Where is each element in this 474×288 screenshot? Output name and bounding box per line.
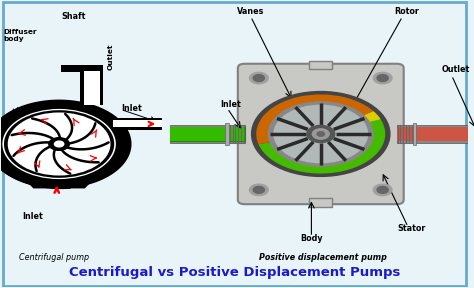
Circle shape <box>377 186 388 193</box>
Circle shape <box>55 141 64 147</box>
Bar <box>170 127 245 141</box>
Wedge shape <box>258 117 385 174</box>
Text: Positive displacement pump: Positive displacement pump <box>259 253 387 262</box>
Text: Centrifugal pump: Centrifugal pump <box>19 253 90 262</box>
Circle shape <box>253 186 264 193</box>
Text: Diffuser: Diffuser <box>108 126 114 159</box>
Bar <box>309 198 332 207</box>
Polygon shape <box>0 100 131 188</box>
Circle shape <box>312 129 329 139</box>
Circle shape <box>268 102 373 166</box>
Circle shape <box>49 138 69 150</box>
Text: Vanes: Vanes <box>237 7 264 16</box>
Text: Inlet: Inlet <box>22 211 43 221</box>
Circle shape <box>3 110 115 178</box>
Circle shape <box>249 72 268 84</box>
Text: Shaft: Shaft <box>61 12 85 21</box>
Circle shape <box>317 132 325 136</box>
Circle shape <box>374 184 392 196</box>
Polygon shape <box>472 124 474 143</box>
Circle shape <box>8 113 110 175</box>
Text: Inlet: Inlet <box>220 100 241 109</box>
Text: Stator: Stator <box>398 224 426 233</box>
Bar <box>62 65 103 72</box>
Circle shape <box>252 92 390 176</box>
Polygon shape <box>27 181 92 188</box>
Bar <box>225 123 229 145</box>
Bar <box>397 124 474 143</box>
Bar <box>113 120 162 127</box>
Bar <box>397 127 474 141</box>
FancyBboxPatch shape <box>238 64 404 204</box>
Text: Body: Body <box>300 234 323 243</box>
Text: Outlet: Outlet <box>108 44 114 71</box>
Wedge shape <box>321 111 381 134</box>
Text: Outlet: Outlet <box>442 65 470 74</box>
Bar <box>113 118 162 130</box>
Circle shape <box>307 125 335 143</box>
Bar <box>309 61 332 69</box>
Circle shape <box>374 72 392 84</box>
Circle shape <box>253 75 264 82</box>
Bar <box>170 124 245 143</box>
Text: Inlet: Inlet <box>121 104 142 113</box>
Wedge shape <box>256 94 379 144</box>
Circle shape <box>4 110 114 178</box>
Text: Centrifugal vs Positive Displacement Pumps: Centrifugal vs Positive Displacement Pum… <box>69 266 400 279</box>
Circle shape <box>249 184 268 196</box>
Bar <box>80 71 103 105</box>
Circle shape <box>274 105 367 163</box>
Bar <box>412 123 416 145</box>
Text: Rotor: Rotor <box>395 7 419 16</box>
Circle shape <box>377 75 388 82</box>
Bar <box>43 183 75 188</box>
Polygon shape <box>0 103 123 188</box>
FancyBboxPatch shape <box>3 2 465 286</box>
Bar <box>170 127 245 141</box>
Bar <box>84 71 100 105</box>
Text: Diffuser
body: Diffuser body <box>3 29 36 42</box>
